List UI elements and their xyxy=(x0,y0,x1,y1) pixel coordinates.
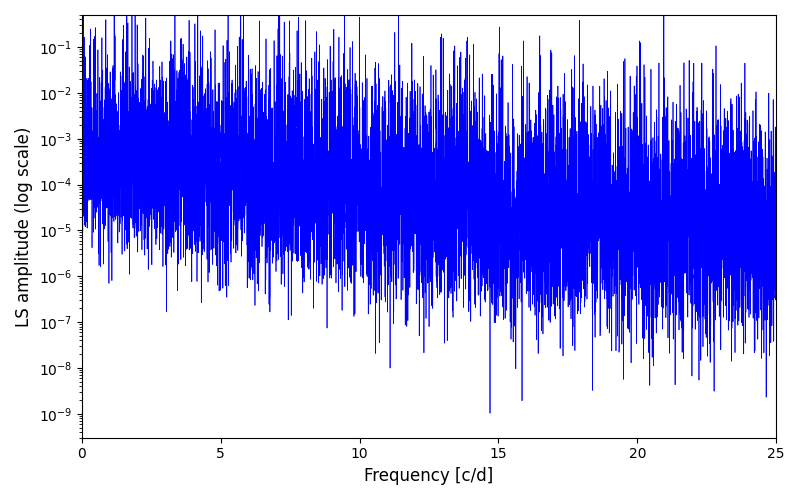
X-axis label: Frequency [c/d]: Frequency [c/d] xyxy=(364,467,494,485)
Y-axis label: LS amplitude (log scale): LS amplitude (log scale) xyxy=(15,126,33,326)
